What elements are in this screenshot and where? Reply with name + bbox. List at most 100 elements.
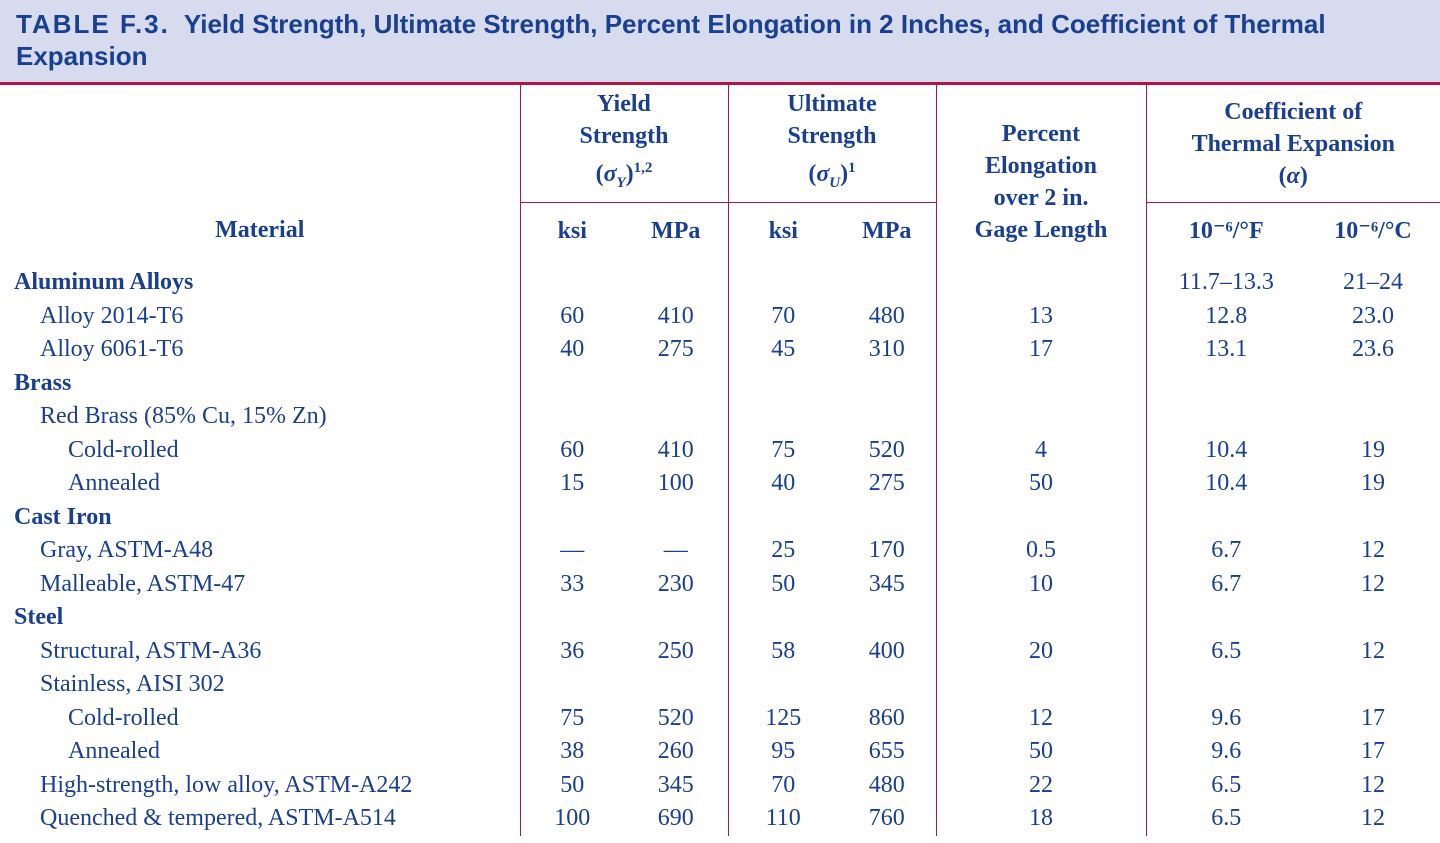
cell-us-mpa: 345 [868, 570, 905, 597]
table-row: Cast Iron [0, 500, 1440, 535]
cell-us-mpa: 170 [868, 537, 905, 563]
material-label: Annealed [68, 738, 160, 764]
table-row: Structural, ASTM-A36 36 250 58 400 20 6.5 12 [0, 634, 1440, 668]
properties-table: Material Yield Strength (σY)1,2 Ultimate… [0, 85, 1440, 836]
table-row: Annealed 15 100 40 275 50 10.4 19 [0, 467, 1440, 501]
material-label: High-strength, low alloy, ASTM-A242 [40, 771, 413, 798]
cell-cte-c: 12 [1361, 570, 1386, 597]
header-yield-ksi: ksi [519, 202, 624, 258]
cell-us-ksi: 50 [727, 567, 838, 601]
material-label: Red Brass (85% Cu, 15% Zn) [40, 403, 327, 429]
header-ultimate-strength: Ultimate Strength (σU)1 [727, 85, 937, 203]
cell-ys-ksi: 15 [519, 467, 624, 501]
cell-ys-mpa: 275 [657, 336, 694, 362]
table-row: Gray, ASTM-A48 — — 25 170 0.5 6.7 12 [0, 534, 1440, 568]
cell-elong [935, 400, 1147, 434]
cell-us-ksi [727, 258, 838, 300]
cell-cte-f: 6.5 [1145, 768, 1307, 802]
cell-cte-c [1306, 367, 1440, 401]
cell-cte-c [1306, 668, 1440, 702]
material-label: Cold-rolled [68, 436, 179, 463]
cell-us-ksi: 70 [727, 768, 838, 802]
cell-us-mpa [838, 258, 936, 300]
cell-elong: 12 [935, 701, 1147, 735]
cell-us-ksi: 70 [727, 299, 838, 333]
cell-elong: 10 [935, 567, 1147, 601]
table-row: Red Brass (85% Cu, 15% Zn) [0, 400, 1440, 434]
cell-ys-ksi: 100 [519, 802, 624, 836]
cell-cte-f: 10.4 [1145, 433, 1307, 467]
cell-us-mpa: 275 [868, 470, 905, 496]
cell-cte-f: 6.5 [1145, 802, 1307, 836]
cell-us-mpa: 310 [868, 336, 905, 362]
cell-elong: 17 [935, 333, 1147, 367]
cell-elong [935, 601, 1147, 635]
cell-us-mpa [838, 367, 936, 401]
cell-us-ksi: 40 [727, 467, 838, 501]
material-label: Stainless, AISI 302 [40, 671, 225, 697]
header-ultimate-ksi: ksi [727, 202, 838, 258]
cell-us-ksi [727, 668, 838, 702]
cell-cte-c: 19 [1361, 470, 1386, 496]
table-row: Aluminum Alloys 11.7–13.3 21–24 [0, 258, 1440, 300]
cell-cte-c [1306, 400, 1440, 434]
table-row: High-strength, low alloy, ASTM-A242 50 345… [0, 768, 1440, 802]
cell-ys-ksi: — [519, 534, 624, 568]
cell-cte-c: 19 [1361, 436, 1386, 463]
header-percent-elongation: Percent Elongation over 2 in. Gage Lengt… [935, 85, 1147, 258]
cell-ys-mpa: 230 [657, 570, 694, 597]
cell-ys-mpa: 690 [657, 805, 694, 831]
material-label: Alloy 6061-T6 [40, 336, 184, 362]
cell-cte-f: 12.8 [1145, 299, 1307, 333]
material-label: Annealed [68, 470, 160, 496]
cell-cte-c [1306, 601, 1440, 635]
material-label: Alloy 2014-T6 [40, 302, 184, 329]
cell-ys-ksi [519, 601, 624, 635]
cell-elong: 22 [935, 768, 1147, 802]
cell-ys-ksi: 60 [519, 299, 624, 333]
header-thermal-expansion: Coefficient of Thermal Expansion (α) [1145, 85, 1440, 203]
header-material: Material [215, 217, 305, 243]
cell-cte-f: 13.1 [1145, 333, 1307, 367]
header-cte-c: 10⁻⁶/°C [1334, 217, 1412, 244]
cell-us-ksi: 95 [727, 735, 838, 769]
table-row: Stainless, AISI 302 [0, 668, 1440, 702]
cell-ys-mpa [624, 258, 728, 300]
table-title: TABLE F.3. Yield Strength, Ultimate Stren… [0, 0, 1440, 82]
cell-ys-mpa: — [663, 537, 688, 563]
cell-ys-ksi: 40 [519, 333, 624, 367]
cell-ys-ksi: 60 [519, 433, 624, 467]
cell-ys-mpa: 345 [657, 771, 694, 798]
cell-cte-c: 12 [1361, 637, 1386, 664]
cell-us-mpa [838, 400, 936, 434]
cell-cte-c: 17 [1361, 704, 1386, 731]
cell-cte-c: 21–24 [1343, 269, 1404, 295]
cell-ys-mpa: 260 [657, 738, 694, 764]
header-ultimate-mpa: MPa [862, 217, 912, 244]
cell-cte-f: 10.4 [1145, 467, 1307, 501]
material-group-label: Brass [14, 369, 72, 396]
cell-cte-f [1145, 400, 1307, 434]
table-row: Malleable, ASTM-47 33 230 50 345 10 6.7 12 [0, 567, 1440, 601]
cell-ys-mpa [624, 501, 728, 535]
cell-us-mpa: 400 [868, 637, 905, 664]
cell-ys-mpa [624, 668, 728, 702]
cell-cte-f [1145, 668, 1307, 702]
header-yield-mpa: MPa [651, 217, 701, 244]
cell-cte-f: 9.6 [1145, 701, 1307, 735]
cell-ys-ksi: 36 [519, 634, 624, 668]
cell-us-ksi: 25 [727, 534, 838, 568]
cell-ys-ksi: 50 [519, 768, 624, 802]
material-label: Malleable, ASTM-47 [40, 570, 246, 597]
cell-cte-f: 9.6 [1145, 735, 1307, 769]
cell-elong: 50 [935, 467, 1147, 501]
cell-ys-ksi: 75 [519, 701, 624, 735]
cell-us-mpa [838, 601, 936, 635]
cell-elong [935, 258, 1147, 300]
cell-ys-mpa [624, 400, 728, 434]
table-row: Cold-rolled 75 520 125 860 12 9.6 17 [0, 701, 1440, 735]
cell-cte-f: 11.7–13.3 [1145, 258, 1307, 300]
cell-us-ksi [727, 601, 838, 635]
table-header: Material Yield Strength (σY)1,2 Ultimate… [0, 85, 1440, 258]
material-label: Quenched & tempered, ASTM-A514 [40, 805, 396, 831]
